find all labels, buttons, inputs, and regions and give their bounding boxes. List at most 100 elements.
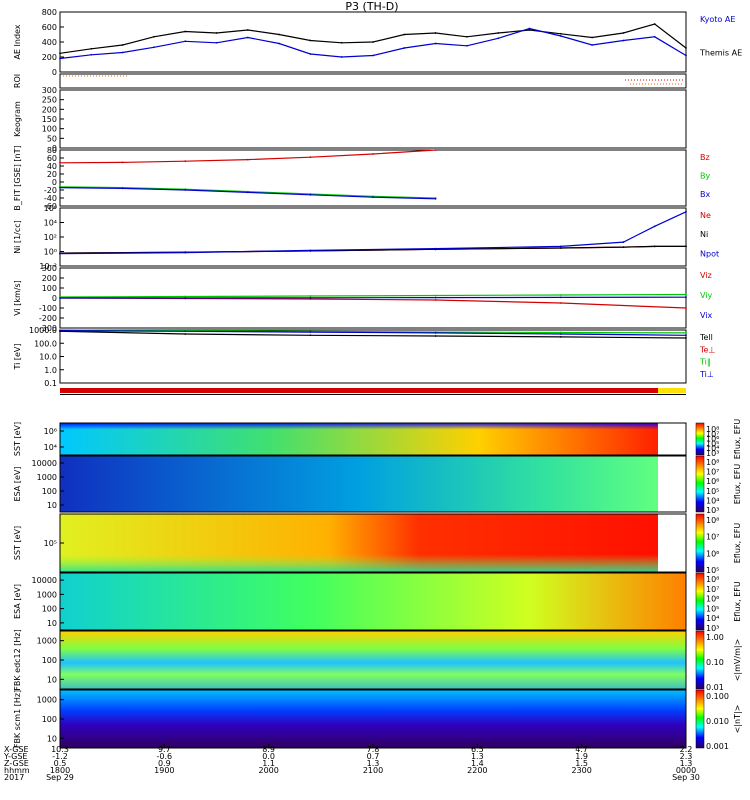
series-line-Npot [59,211,687,255]
y-tick-label: 0 [52,144,57,153]
series-line-Viy [59,293,687,298]
data-point-Tell [434,335,437,337]
series-line-Bz [59,149,436,164]
y-tick-label: 100 [42,715,57,724]
data-point-Vix [184,297,187,299]
x-tick-label: 1.3 [367,759,380,768]
colorbar-tick-label: 10⁵ [706,439,719,448]
y-tick-label: 0 [52,178,57,187]
y-tick-label: 800 [42,8,57,17]
y-tick-label: 300 [42,264,57,273]
data-point-Bx [372,196,374,199]
data-point-Vix [685,296,687,299]
data-point-Viy [309,295,312,297]
legend-entry: Ti⊥ [699,370,714,379]
data-point-Viy [434,294,437,297]
y-tick-label: 10⁶ [44,427,57,436]
data-point-Themis AE [497,32,500,34]
data-point-Bx [121,187,124,190]
data-point-Vix [434,296,437,299]
colorbar-label: Eflux, EFU [733,581,742,622]
fbk-edc12-spectrogram [60,631,686,689]
x-tick-label: Sep 30 [672,773,700,782]
data-point-Bz [309,156,312,159]
data-point-Npot [653,225,656,228]
legend-entry: Bx [700,190,710,199]
y-tick-label: 1000.0 [29,326,57,335]
x-tick-label: 9.7 [158,745,171,754]
data-point-Ni [559,247,562,249]
x-tick-label: 1.1 [262,759,275,768]
legend-entry: Ni [700,230,708,239]
y-tick-label: 1000 [37,473,57,482]
x-tick-label: 7.8 [367,745,380,754]
data-point-Themis AE [246,29,249,31]
data-point-Kyoto AE [278,42,280,45]
y-tick-label: 100 [42,487,57,496]
data-point-Npot [184,251,187,254]
data-point-Npot [59,252,61,255]
colorbar-tick-label: 0.01 [706,683,724,692]
y-axis-label: ESA [eV] [13,584,22,619]
colorbar-tick-label: 10⁸ [706,458,719,467]
x-tick-label: 2000 [258,766,278,775]
colorbar [695,630,705,690]
data-point-Bx [59,186,61,189]
y-tick-label: 1000 [37,590,57,599]
sst-spectrogram-1-shade [60,423,658,455]
data-point-Tell [685,337,687,339]
x-axis-row-label: 2017 [4,773,24,782]
y-tick-label: 600 [42,23,57,32]
x-tick-label: 10.3 [51,745,69,754]
data-point-Bx [434,197,437,200]
spectrogram-images [60,423,686,748]
data-point-Npot [685,210,687,213]
mode-bar-line [60,394,686,395]
y-tick-label: 100 [42,125,57,134]
data-point-Kyoto AE [622,39,625,42]
y-axis-label: Ni [1/cc] [13,220,22,254]
mode-bar [60,388,658,393]
y-tick-label: 0.1 [44,379,57,388]
data-point-Vix [309,296,312,299]
colorbar-tick-label: 10⁴ [706,496,719,505]
x-tick-label: Sep 29 [46,773,74,782]
colorbar [695,513,705,573]
legend-entry: Viz [700,271,712,280]
colorbar-tick-label: 10⁷ [706,533,719,542]
data-point-Viz [434,299,437,301]
y-tick-label: 10 [47,734,57,743]
y-tick-label: 0 [52,68,57,77]
y-tick-label: 1.0 [44,366,57,375]
data-point-Themis AE [59,52,61,55]
y-axis-label: Ti [eV] [13,343,22,370]
data-point-Kyoto AE [372,54,374,57]
y-tick-label: 10² [44,233,57,242]
colorbar-label: Eflux, EFU [733,464,742,505]
colorbar [695,572,705,631]
data-point-Kyoto AE [466,44,468,47]
y-tick-label: 400 [42,38,57,47]
data-point-Bz [372,153,374,155]
data-point-Ti⊥ [434,332,437,334]
data-point-Themis AE [591,36,593,39]
x-tick-label: 1.9 [575,752,588,761]
colorbar [695,455,705,513]
colorbar-tick-label: 10⁸ [706,575,719,584]
data-point-Ti‖ [559,331,562,334]
colorbar-tick-label: 10⁶ [706,549,719,558]
data-point-Kyoto AE [184,40,187,43]
x-tick-label: 6.5 [471,745,484,754]
x-tick-label: -1.2 [52,752,68,761]
data-point-Vix [559,296,562,299]
y-tick-label: 80 [47,146,57,155]
data-point-Themis AE [340,41,343,44]
colorbar-tick-label: 10⁶ [706,477,719,486]
y-tick-label: 10⁶ [44,204,57,213]
colorbar-tick-label: 0.10 [706,658,724,667]
legend-entry: Viy [700,291,713,300]
data-point-Bz [59,161,61,164]
y-tick-label: 1000 [37,637,57,646]
y-tick-label: 100.0 [34,339,57,348]
